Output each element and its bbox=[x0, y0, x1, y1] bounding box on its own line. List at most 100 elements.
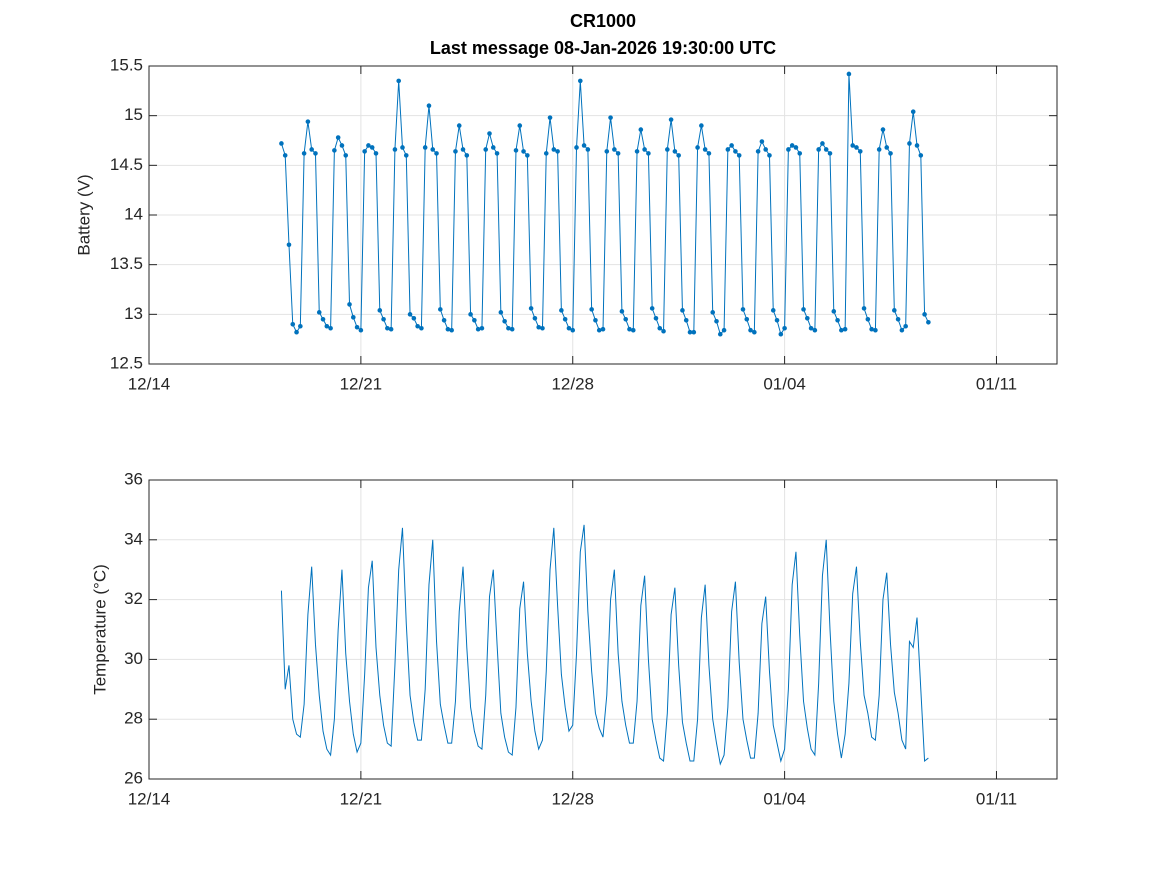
data-point bbox=[422, 145, 428, 150]
data-point bbox=[403, 153, 409, 158]
data-point bbox=[411, 316, 417, 321]
data-point bbox=[351, 315, 356, 320]
data-point bbox=[816, 147, 821, 152]
data-point bbox=[714, 318, 719, 324]
data-point bbox=[782, 325, 787, 331]
data-point bbox=[676, 153, 681, 158]
data-point bbox=[320, 317, 326, 322]
data-point bbox=[600, 326, 606, 332]
data-point bbox=[301, 151, 307, 156]
data-point bbox=[316, 310, 322, 315]
data-point bbox=[441, 317, 447, 323]
data-point bbox=[630, 327, 636, 333]
y-tick-label: 13.5 bbox=[110, 254, 143, 273]
data-point bbox=[695, 145, 700, 150]
data-point bbox=[653, 316, 659, 321]
data-point bbox=[755, 149, 761, 154]
data-point bbox=[623, 317, 628, 322]
data-point bbox=[426, 103, 432, 109]
data-point bbox=[453, 149, 458, 154]
data-point bbox=[808, 325, 814, 331]
x-tick-label: 01/04 bbox=[763, 374, 806, 393]
data-point bbox=[744, 317, 750, 322]
data-point bbox=[638, 127, 644, 132]
x-tick-label: 12/14 bbox=[128, 789, 171, 808]
data-point bbox=[854, 145, 859, 150]
data-point bbox=[672, 149, 678, 154]
data-point bbox=[385, 325, 390, 331]
data-point bbox=[430, 147, 436, 152]
y-tick-label: 28 bbox=[124, 709, 143, 728]
data-point bbox=[763, 147, 768, 152]
data-point bbox=[282, 153, 288, 158]
data-point bbox=[736, 153, 742, 158]
data-point bbox=[415, 323, 420, 329]
data-point bbox=[865, 317, 871, 322]
data-point bbox=[774, 317, 780, 323]
axes-box bbox=[148, 65, 1058, 365]
data-point bbox=[502, 318, 507, 324]
y-tick-label: 32 bbox=[124, 589, 143, 608]
data-point bbox=[812, 327, 818, 333]
data-point bbox=[869, 326, 874, 332]
data-point bbox=[683, 317, 689, 323]
data-point bbox=[668, 117, 674, 122]
data-point bbox=[910, 109, 916, 114]
data-point bbox=[532, 316, 538, 321]
data-point bbox=[805, 316, 810, 321]
data-point bbox=[456, 123, 462, 128]
data-point bbox=[888, 151, 893, 156]
data-point bbox=[479, 325, 485, 331]
data-point bbox=[309, 147, 314, 152]
data-point bbox=[759, 139, 765, 144]
data-point bbox=[899, 327, 905, 333]
data-point bbox=[873, 327, 878, 333]
axes-box bbox=[148, 479, 1058, 780]
data-point bbox=[396, 78, 402, 84]
data-point bbox=[419, 325, 424, 331]
data-point bbox=[835, 317, 840, 323]
data-point bbox=[831, 309, 837, 314]
data-point bbox=[820, 141, 825, 146]
data-point bbox=[680, 308, 685, 313]
data-point bbox=[842, 326, 848, 332]
data-point bbox=[400, 145, 405, 150]
data-point bbox=[354, 324, 360, 330]
data-point bbox=[483, 147, 489, 152]
data-point bbox=[543, 151, 549, 156]
data-point bbox=[706, 151, 712, 156]
data-point bbox=[892, 308, 897, 313]
data-point bbox=[665, 147, 670, 152]
x-tick-label: 12/21 bbox=[340, 789, 383, 808]
data-point bbox=[649, 306, 655, 311]
data-point bbox=[615, 151, 621, 156]
data-point bbox=[339, 143, 345, 148]
data-point bbox=[846, 71, 852, 77]
subplot: CR1000 Last message 08-Jan-2026 19:30:00 … bbox=[74, 11, 1058, 393]
x-tick-label: 12/28 bbox=[551, 374, 594, 393]
data-point bbox=[475, 326, 481, 332]
data-point bbox=[574, 145, 579, 150]
data-point bbox=[740, 307, 746, 312]
data-point bbox=[612, 147, 617, 152]
data-point bbox=[642, 147, 647, 152]
data-point bbox=[589, 307, 594, 312]
data-point bbox=[521, 149, 526, 154]
data-point bbox=[366, 143, 371, 148]
data-point bbox=[388, 326, 394, 332]
data-point bbox=[377, 308, 383, 313]
data-point bbox=[880, 127, 886, 132]
data-point bbox=[691, 329, 697, 335]
data-point bbox=[861, 306, 867, 311]
data-point bbox=[717, 331, 723, 337]
data-point bbox=[770, 308, 776, 313]
y-tick-label: 13 bbox=[124, 304, 143, 323]
data-point bbox=[369, 145, 375, 150]
data-point bbox=[335, 135, 341, 140]
y-tick-label: 34 bbox=[124, 529, 143, 548]
data-point bbox=[596, 327, 602, 333]
data-point bbox=[710, 310, 716, 315]
data-point bbox=[581, 143, 587, 148]
x-tick-label: 01/11 bbox=[976, 374, 1017, 393]
